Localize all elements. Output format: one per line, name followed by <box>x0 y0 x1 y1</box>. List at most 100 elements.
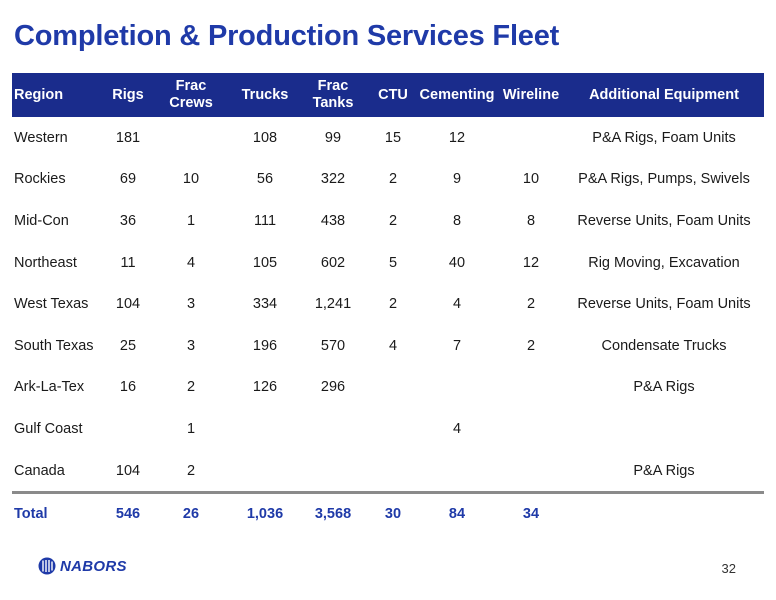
cell-trucks: 108 <box>252 129 278 146</box>
cell-trucks: 56 <box>256 171 274 188</box>
cell-wireline: 2 <box>526 337 536 354</box>
cell-ctu <box>370 449 416 495</box>
cell-additional-equipment: Reverse Units, Foam Units <box>577 296 751 313</box>
cell-frac-tanks: 296 <box>320 379 346 396</box>
header-region: Region <box>12 73 108 117</box>
cell-additional-equipment: P&A Rigs <box>564 449 764 495</box>
cell-rigs: 25 <box>119 337 137 354</box>
cell-rigs <box>108 408 148 450</box>
cell-wireline: 12 <box>522 254 540 271</box>
header-frac-tanks: Frac Tanks <box>296 73 370 117</box>
cell-additional-equipment: P&A Rigs, Pumps, Swivels <box>578 171 750 188</box>
logo-text: NABORS <box>60 557 127 575</box>
cell-frac-crews: 1 <box>186 212 196 229</box>
cell-frac-crews: 1 <box>186 420 196 437</box>
cell-trucks: 105 <box>252 254 278 271</box>
cell-frac-tanks: 570 <box>320 337 346 354</box>
total-additional-equipment <box>564 493 764 535</box>
cell-ctu: 2 <box>388 296 398 313</box>
table-row: Ark-La-Tex 16 2 126 296 P&A Rigs <box>12 367 764 409</box>
header-frac-tanks-line1: Frac <box>317 78 349 94</box>
cell-ctu: 15 <box>384 129 402 146</box>
cell-trucks: 196 <box>252 337 278 354</box>
table-row: Rockies 69 10 56 322 2 9 10 P&A Rigs, Pu… <box>12 159 764 201</box>
cell-ctu: 4 <box>388 337 398 354</box>
cell-wireline <box>498 117 564 159</box>
cell-cementing <box>416 367 498 409</box>
cell-wireline <box>498 449 564 495</box>
header-additional-equipment: Additional Equipment <box>564 73 764 117</box>
cell-frac-tanks: 1,241 <box>314 296 352 313</box>
total-label: Total <box>14 506 48 523</box>
fleet-table: Region Rigs Frac Crews Trucks Frac Tanks C… <box>12 73 764 534</box>
cell-rigs: 104 <box>115 296 141 313</box>
header-rigs: Rigs <box>108 73 148 117</box>
cell-region: Ark-La-Tex <box>14 379 85 396</box>
cell-ctu <box>370 408 416 450</box>
header-frac-crews-line2: Crews <box>169 95 213 111</box>
cell-trucks: 334 <box>252 296 278 313</box>
cell-trucks <box>234 408 296 450</box>
header-frac-crews-line1: Frac <box>175 78 207 94</box>
cell-region: Rockies <box>14 171 66 188</box>
cell-frac-tanks <box>296 408 370 450</box>
total-wireline: 34 <box>522 506 540 523</box>
cell-region: Northeast <box>14 254 77 271</box>
cell-frac-tanks <box>296 449 370 495</box>
total-rigs: 546 <box>115 506 141 523</box>
cell-region: Western <box>14 129 68 146</box>
header-cementing: Cementing <box>416 73 498 117</box>
cell-region: South Texas <box>14 337 94 354</box>
company-logo: NABORS <box>38 557 127 575</box>
cell-frac-tanks: 602 <box>320 254 346 271</box>
cell-frac-tanks: 322 <box>320 171 346 188</box>
header-frac-tanks-line2: Tanks <box>312 95 354 111</box>
cell-additional-equipment <box>564 408 764 450</box>
cell-wireline: 8 <box>526 212 536 229</box>
cell-frac-crews: 2 <box>148 449 234 495</box>
table-row: Western 181 108 99 15 12 P&A Rigs, Foam … <box>12 117 764 159</box>
cell-trucks: 126 <box>252 379 278 396</box>
cell-wireline: 2 <box>526 296 536 313</box>
table-row: Mid-Con 36 1 111 438 2 8 8 Reverse Units… <box>12 200 764 242</box>
cell-frac-tanks: 438 <box>320 212 346 229</box>
table-header-row: Region Rigs Frac Crews Trucks Frac Tanks C… <box>12 73 764 117</box>
cell-cementing: 8 <box>452 212 462 229</box>
cell-rigs: 104 <box>108 449 148 495</box>
cell-cementing: 12 <box>448 129 466 146</box>
cell-rigs: 16 <box>119 379 137 396</box>
nabors-logo-icon <box>38 557 56 575</box>
cell-region: Mid-Con <box>14 212 69 229</box>
cell-frac-crews: 4 <box>186 254 196 271</box>
cell-frac-crews: 3 <box>186 337 196 354</box>
cell-additional-equipment: Rig Moving, Excavation <box>588 254 740 271</box>
cell-rigs: 11 <box>120 254 136 271</box>
cell-region: West Texas <box>14 296 89 313</box>
total-cementing: 84 <box>448 506 466 523</box>
cell-wireline <box>498 408 564 450</box>
cell-cementing: 4 <box>452 296 462 313</box>
cell-trucks <box>234 449 296 495</box>
header-frac-crews: Frac Crews <box>148 73 234 117</box>
cell-cementing: 40 <box>448 254 466 271</box>
header-wireline: Wireline <box>498 73 564 117</box>
cell-additional-equipment: Reverse Units, Foam Units <box>577 212 751 229</box>
cell-cementing: 4 <box>452 420 462 437</box>
cell-region: Gulf Coast <box>14 420 83 437</box>
cell-region: Canada <box>12 449 108 495</box>
total-row: Total 546 26 1,036 3,568 30 84 34 <box>12 493 764 535</box>
table-row: West Texas 104 3 334 1,241 2 4 2 Reverse… <box>12 283 764 325</box>
cell-cementing <box>416 449 498 495</box>
cell-ctu: 5 <box>388 254 398 271</box>
cell-rigs: 36 <box>119 212 137 229</box>
header-trucks: Trucks <box>234 73 296 117</box>
table-row: South Texas 25 3 196 570 4 7 2 Condensat… <box>12 325 764 367</box>
total-frac-crews: 26 <box>182 506 200 523</box>
table-row: Northeast 11 4 105 602 5 40 12 Rig Movin… <box>12 242 764 284</box>
cell-rigs: 181 <box>115 129 141 146</box>
cell-additional-equipment: Condensate Trucks <box>601 337 727 354</box>
total-frac-tanks: 3,568 <box>314 506 352 523</box>
total-trucks: 1,036 <box>246 506 284 523</box>
cell-frac-crews <box>148 117 234 159</box>
page-title: Completion & Production Services Fleet <box>14 20 560 52</box>
